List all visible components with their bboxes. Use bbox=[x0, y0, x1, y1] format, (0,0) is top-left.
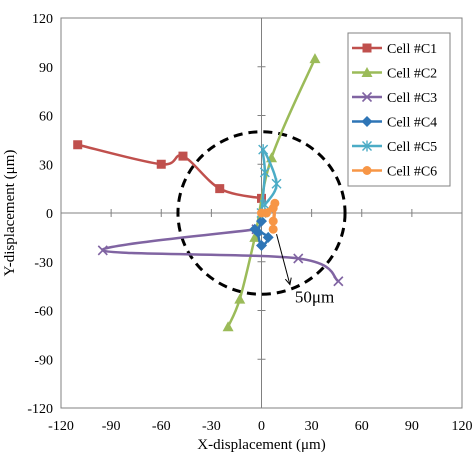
data-point bbox=[259, 166, 270, 178]
legend-item-5: Cell #C5 bbox=[352, 140, 437, 155]
data-point bbox=[270, 198, 280, 208]
legend-label: Cell #C6 bbox=[387, 165, 437, 180]
legend-label: Cell #C3 bbox=[387, 91, 437, 106]
data-point bbox=[97, 245, 108, 256]
reference-circle bbox=[176, 130, 347, 296]
series-layer bbox=[73, 53, 344, 332]
legend-marker bbox=[362, 140, 372, 152]
x-tick-label: 90 bbox=[405, 419, 419, 434]
legend-box bbox=[347, 32, 451, 187]
data-point bbox=[222, 321, 234, 332]
data-point bbox=[268, 224, 278, 234]
legend-marker bbox=[362, 43, 372, 53]
radius-arrow-head bbox=[284, 277, 292, 286]
x-tick-label: -120 bbox=[48, 419, 74, 434]
data-point bbox=[178, 151, 188, 161]
radius-annotation: 50μm bbox=[295, 287, 334, 306]
legend-label: Cell #C1 bbox=[387, 42, 437, 57]
series-4 bbox=[249, 215, 274, 251]
x-tick-label: -60 bbox=[152, 419, 171, 434]
y-tick-label: 0 bbox=[46, 207, 53, 222]
y-tick-label: 30 bbox=[39, 158, 53, 173]
y-tick-label: 60 bbox=[39, 110, 53, 125]
legend-marker bbox=[362, 166, 372, 175]
x-axis-title: X-displacement (μm) bbox=[197, 437, 325, 453]
legend-label: Cell #C4 bbox=[387, 116, 437, 131]
series-line bbox=[101, 228, 340, 283]
x-tick-label: 0 bbox=[258, 419, 265, 434]
data-point bbox=[249, 223, 261, 235]
x-tick-label: 30 bbox=[305, 419, 319, 434]
y-axis-title: Y-displacement (μm) bbox=[2, 150, 18, 277]
x-tick-label: 60 bbox=[355, 419, 369, 434]
data-point bbox=[309, 53, 321, 64]
data-point bbox=[258, 144, 269, 156]
y-tick-label: -60 bbox=[34, 305, 53, 320]
data-point bbox=[156, 159, 166, 169]
data-point bbox=[271, 178, 282, 190]
y-tick-label: 120 bbox=[32, 12, 53, 27]
annotation-layer: 50μm bbox=[276, 233, 334, 306]
legend: Cell #C1 Cell #C2 Cell #C3 Cell #C4 Cell #C5… bbox=[347, 32, 451, 187]
legend-marker bbox=[361, 67, 373, 77]
legend-item-4: Cell #C4 bbox=[352, 116, 437, 131]
legend-item-3: Cell #C3 bbox=[352, 91, 437, 106]
data-point bbox=[73, 140, 83, 150]
x-tick-label: -90 bbox=[102, 419, 121, 434]
tick-labels: -120 -90 -60 -30 0 30 60 90 120 -120 -90 -60 -30 0 30 6… bbox=[27, 12, 472, 434]
legend-item-6: Cell #C6 bbox=[352, 165, 437, 180]
data-point bbox=[293, 253, 304, 264]
data-point bbox=[256, 215, 267, 227]
data-point bbox=[333, 276, 344, 287]
y-tick-label: -120 bbox=[27, 402, 53, 417]
legend-marker bbox=[361, 116, 373, 127]
y-tick-label: -90 bbox=[34, 353, 53, 368]
data-point bbox=[234, 293, 246, 304]
series-6 bbox=[257, 198, 280, 234]
y-tick-label: -30 bbox=[34, 256, 53, 271]
data-point bbox=[262, 231, 274, 243]
x-tick-label: -30 bbox=[202, 419, 221, 434]
radius-arrow-line bbox=[276, 233, 291, 285]
legend-item-2: Cell #C2 bbox=[352, 67, 437, 82]
legend-label: Cell #C2 bbox=[387, 67, 437, 82]
x-tick-label: 120 bbox=[452, 419, 473, 434]
series-5 bbox=[256, 144, 282, 219]
reference-circle-layer bbox=[176, 130, 347, 296]
data-point bbox=[256, 240, 267, 251]
data-point bbox=[268, 216, 278, 226]
legend-label: Cell #C5 bbox=[387, 140, 437, 155]
data-point bbox=[215, 184, 225, 194]
data-point bbox=[259, 199, 270, 211]
data-point bbox=[249, 231, 261, 242]
legend-item-1: Cell #C1 bbox=[352, 42, 437, 57]
data-point bbox=[262, 208, 272, 218]
y-tick-label: 90 bbox=[39, 61, 53, 76]
legend-marker bbox=[361, 91, 373, 103]
